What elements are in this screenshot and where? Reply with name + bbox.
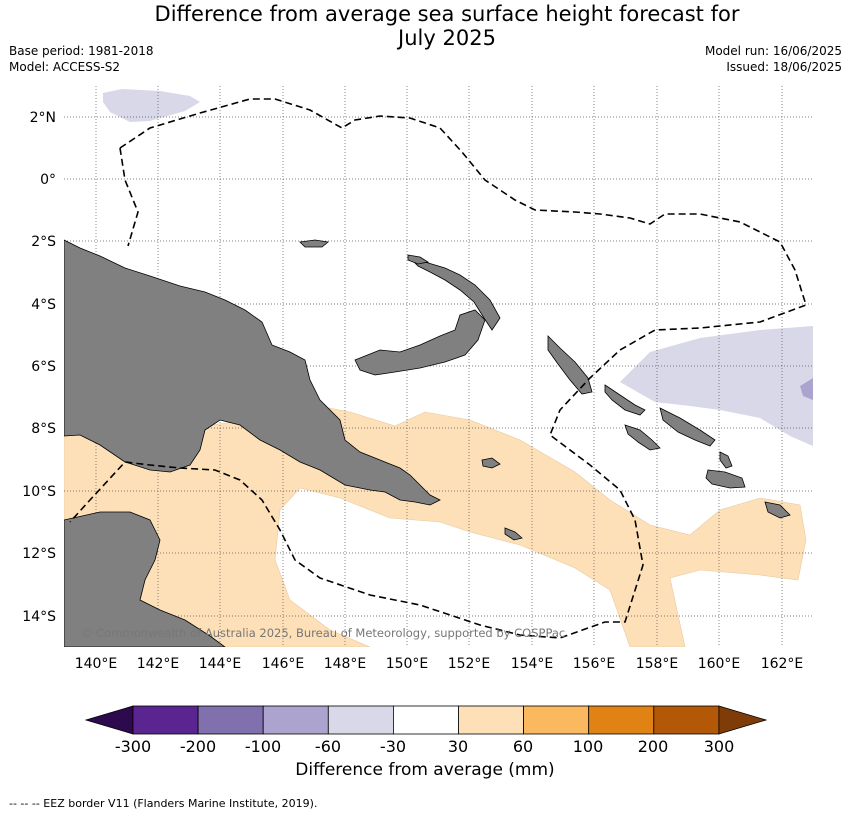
new-hanover	[407, 254, 430, 265]
colorbar-tick: -30	[380, 737, 406, 756]
negative-anomaly-north	[103, 89, 200, 122]
copyright-text: © Commonwealth of Australia 2025, Bureau…	[81, 626, 565, 640]
colorbar-segment	[588, 705, 655, 735]
colorbar-tick: -60	[315, 737, 341, 756]
lat-label: 14°S	[22, 609, 56, 625]
base-period-text: Base period: 1981-2018	[9, 44, 154, 58]
lon-label: 158°E	[636, 656, 679, 672]
lat-label: 10°S	[22, 484, 56, 500]
choiseul	[604, 384, 646, 416]
model-run-text: Model run: 16/06/2025	[704, 44, 842, 58]
fergusson-island	[481, 457, 501, 469]
colorbar-tick: 100	[573, 737, 604, 756]
colorbar-segment	[262, 705, 329, 735]
colorbar-tick: 60	[513, 737, 533, 756]
colorbar-tick: 30	[448, 737, 468, 756]
lon-label: 148°E	[324, 656, 367, 672]
lat-label: 8°S	[31, 421, 56, 437]
lon-label: 154°E	[511, 656, 554, 672]
map-figure: © Commonwealth of Australia 2025, Bureau…	[22, 86, 813, 672]
lon-label: 160°E	[698, 656, 741, 672]
graticule	[64, 86, 813, 647]
eez-border	[69, 98, 807, 639]
colorbar-label: Difference from average (mm)	[295, 760, 555, 780]
colorbar-ticks: -300 -200 -100 -60 -30 30 60 100 200 300	[115, 737, 734, 756]
colorbar-tick: -300	[115, 737, 151, 756]
colorbar-extend-high	[718, 705, 768, 735]
colorbar-segment	[653, 705, 720, 735]
lon-label: 146°E	[262, 656, 305, 672]
eez-border-west	[119, 147, 139, 247]
title-line-2: July 2025	[398, 26, 496, 50]
land	[64, 239, 791, 647]
latitude-labels: 2°N 0° 2°S 4°S 6°S 8°S 10°S 12°S 14°S	[22, 110, 56, 625]
lon-label: 152°E	[448, 656, 491, 672]
lon-label: 156°E	[573, 656, 616, 672]
woodlark-island	[504, 527, 523, 541]
new-georgia	[624, 424, 661, 451]
longitude-labels: 140°E 142°E 144°E 146°E 148°E 150°E 152°…	[75, 656, 804, 672]
lat-label: 2°N	[30, 110, 56, 126]
colorbar-tick: 200	[638, 737, 669, 756]
lat-label: 2°S	[31, 234, 56, 250]
santa-isabel	[659, 407, 716, 447]
cape-york-peninsula	[64, 511, 226, 647]
negative-anomaly-east	[620, 326, 813, 446]
lon-label: 162°E	[761, 656, 804, 672]
lon-label: 140°E	[75, 656, 118, 672]
colorbar-segment	[458, 705, 524, 735]
colorbar-extend-low	[84, 705, 134, 735]
new-guinea-mainland	[64, 239, 441, 506]
issued-text: Issued: 18/06/2025	[726, 60, 842, 74]
meta-right: Model run: 16/06/2025 Issued: 18/06/2025	[705, 43, 842, 75]
eez-footnote: -- -- -- EEZ border V11 (Flanders Marine…	[9, 797, 318, 810]
colorbar-tick: -200	[180, 737, 216, 756]
model-text: Model: ACCESS-S2	[9, 60, 121, 74]
title-line-1: Difference from average sea surface heig…	[154, 2, 740, 26]
manus	[299, 239, 329, 248]
colorbar-tick: 300	[704, 737, 735, 756]
bougainville	[547, 335, 593, 395]
colorbar-segment	[392, 705, 459, 735]
lon-label: 142°E	[137, 656, 180, 672]
colorbar-tick: -100	[245, 737, 281, 756]
lat-label: 4°S	[31, 297, 56, 313]
colorbar-segments	[84, 705, 768, 735]
new-ireland	[408, 257, 501, 331]
colorbar-segment	[197, 705, 264, 735]
malaita	[719, 451, 733, 469]
lat-label: 6°S	[31, 359, 56, 375]
guadalcanal	[705, 469, 746, 489]
map-title: Difference from average sea surface heig…	[0, 2, 850, 50]
colorbar-segment	[523, 705, 590, 735]
lon-label: 144°E	[199, 656, 242, 672]
meta-left: Base period: 1981-2018 Model: ACCESS-S2	[9, 43, 154, 75]
colorbar-segment	[327, 705, 394, 735]
lat-label: 12°S	[22, 546, 56, 562]
colorbar-segment	[132, 705, 199, 735]
lat-label: 0°	[40, 172, 56, 188]
negative-anomaly-east-strong	[800, 378, 813, 400]
makira	[764, 501, 791, 519]
lon-label: 150°E	[386, 656, 429, 672]
colorbar: -300 -200 -100 -60 -30 30 60 100 200 300	[84, 705, 768, 756]
